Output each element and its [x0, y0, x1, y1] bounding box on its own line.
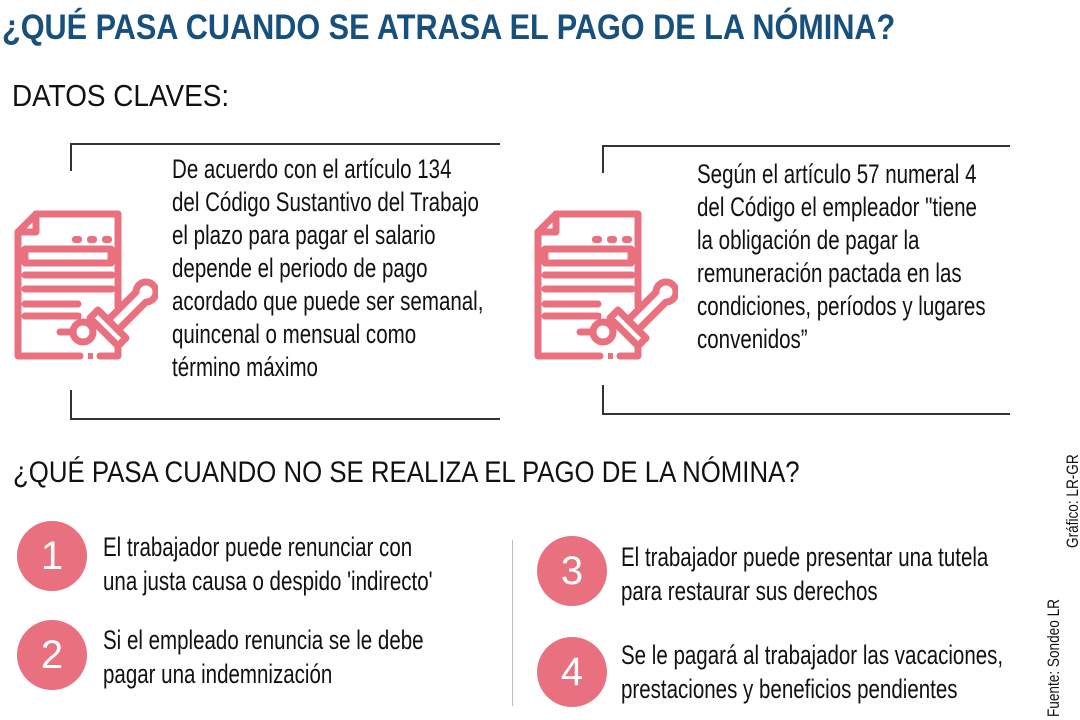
text-line: para restaurar sus derechos	[621, 576, 878, 606]
number-badge: 4	[537, 637, 607, 707]
text-line: Si el empleado renuncia se le debe	[103, 625, 424, 655]
text-line: término máximo	[172, 352, 318, 382]
text-line: El trabajador puede renunciar con	[103, 532, 413, 562]
document-stamp-icon	[14, 210, 158, 360]
bracket-left-top	[70, 143, 72, 171]
number-badge: 3	[537, 536, 607, 606]
text-line: acordado que puede ser semanal,	[172, 286, 484, 316]
text-line: del Código Sustantivo del Trabajo	[172, 187, 479, 217]
key-fact-text: De acuerdo con el artículo 134 del Códig…	[172, 153, 483, 384]
text-line: la obligación de pagar la	[697, 225, 920, 255]
bracket-bottom	[70, 418, 500, 420]
item-text: El trabajador puede renunciar con una ju…	[103, 530, 433, 598]
document-stamp-icon	[534, 210, 678, 360]
page-title: ¿QUÉ PASA CUANDO SE ATRASA EL PAGO DE LA…	[2, 8, 896, 47]
bracket-bottom	[602, 413, 1010, 415]
number-badge: 1	[17, 521, 87, 591]
key-facts-heading: DATOS CLAVES:	[12, 78, 230, 113]
text-line: del Código el empleador "tiene	[697, 192, 977, 222]
text-line: convenidos”	[697, 324, 808, 354]
bracket-left-bottom	[70, 390, 72, 419]
graphic-credit: Gráfico: LR-GR	[1063, 454, 1080, 548]
text-line: pagar una indemnización	[103, 659, 333, 689]
divider	[512, 540, 513, 706]
consequences-heading: ¿QUÉ PASA CUANDO NO SE REALIZA EL PAGO D…	[13, 456, 800, 489]
text-line: el plazo para pagar el salario	[172, 220, 436, 250]
bracket-left-top	[602, 145, 604, 173]
text-line: Se le pagará al trabajador las vacacione…	[621, 640, 1004, 670]
text-line: una justa causa o despido 'indirecto'	[103, 566, 433, 596]
text-line: prestaciones y beneficios pendientes	[621, 674, 958, 704]
bracket-top	[602, 145, 1010, 147]
number-badge: 2	[17, 620, 87, 690]
text-line: De acuerdo con el artículo 134	[172, 154, 452, 184]
text-line: Según el artículo 57 numeral 4	[697, 159, 977, 189]
item-text: Se le pagará al trabajador las vacacione…	[621, 638, 1003, 706]
bracket-left-bottom	[602, 385, 604, 414]
source-credit: Fuente: Sondeo LR	[1044, 599, 1063, 717]
item-text: El trabajador puede presentar una tutela…	[621, 540, 988, 608]
text-line: El trabajador puede presentar una tutela	[621, 542, 989, 572]
text-line: quincenal o mensual como	[172, 319, 417, 349]
item-text: Si el empleado renuncia se le debe pagar…	[103, 623, 424, 691]
text-line: depende el periodo de pago	[172, 253, 428, 283]
text-line: condiciones, períodos y lugares	[697, 291, 986, 321]
bracket-top	[70, 143, 500, 145]
key-fact-text: Según el artículo 57 numeral 4 del Códig…	[697, 158, 986, 356]
text-line: remuneración pactada en las	[697, 258, 962, 288]
